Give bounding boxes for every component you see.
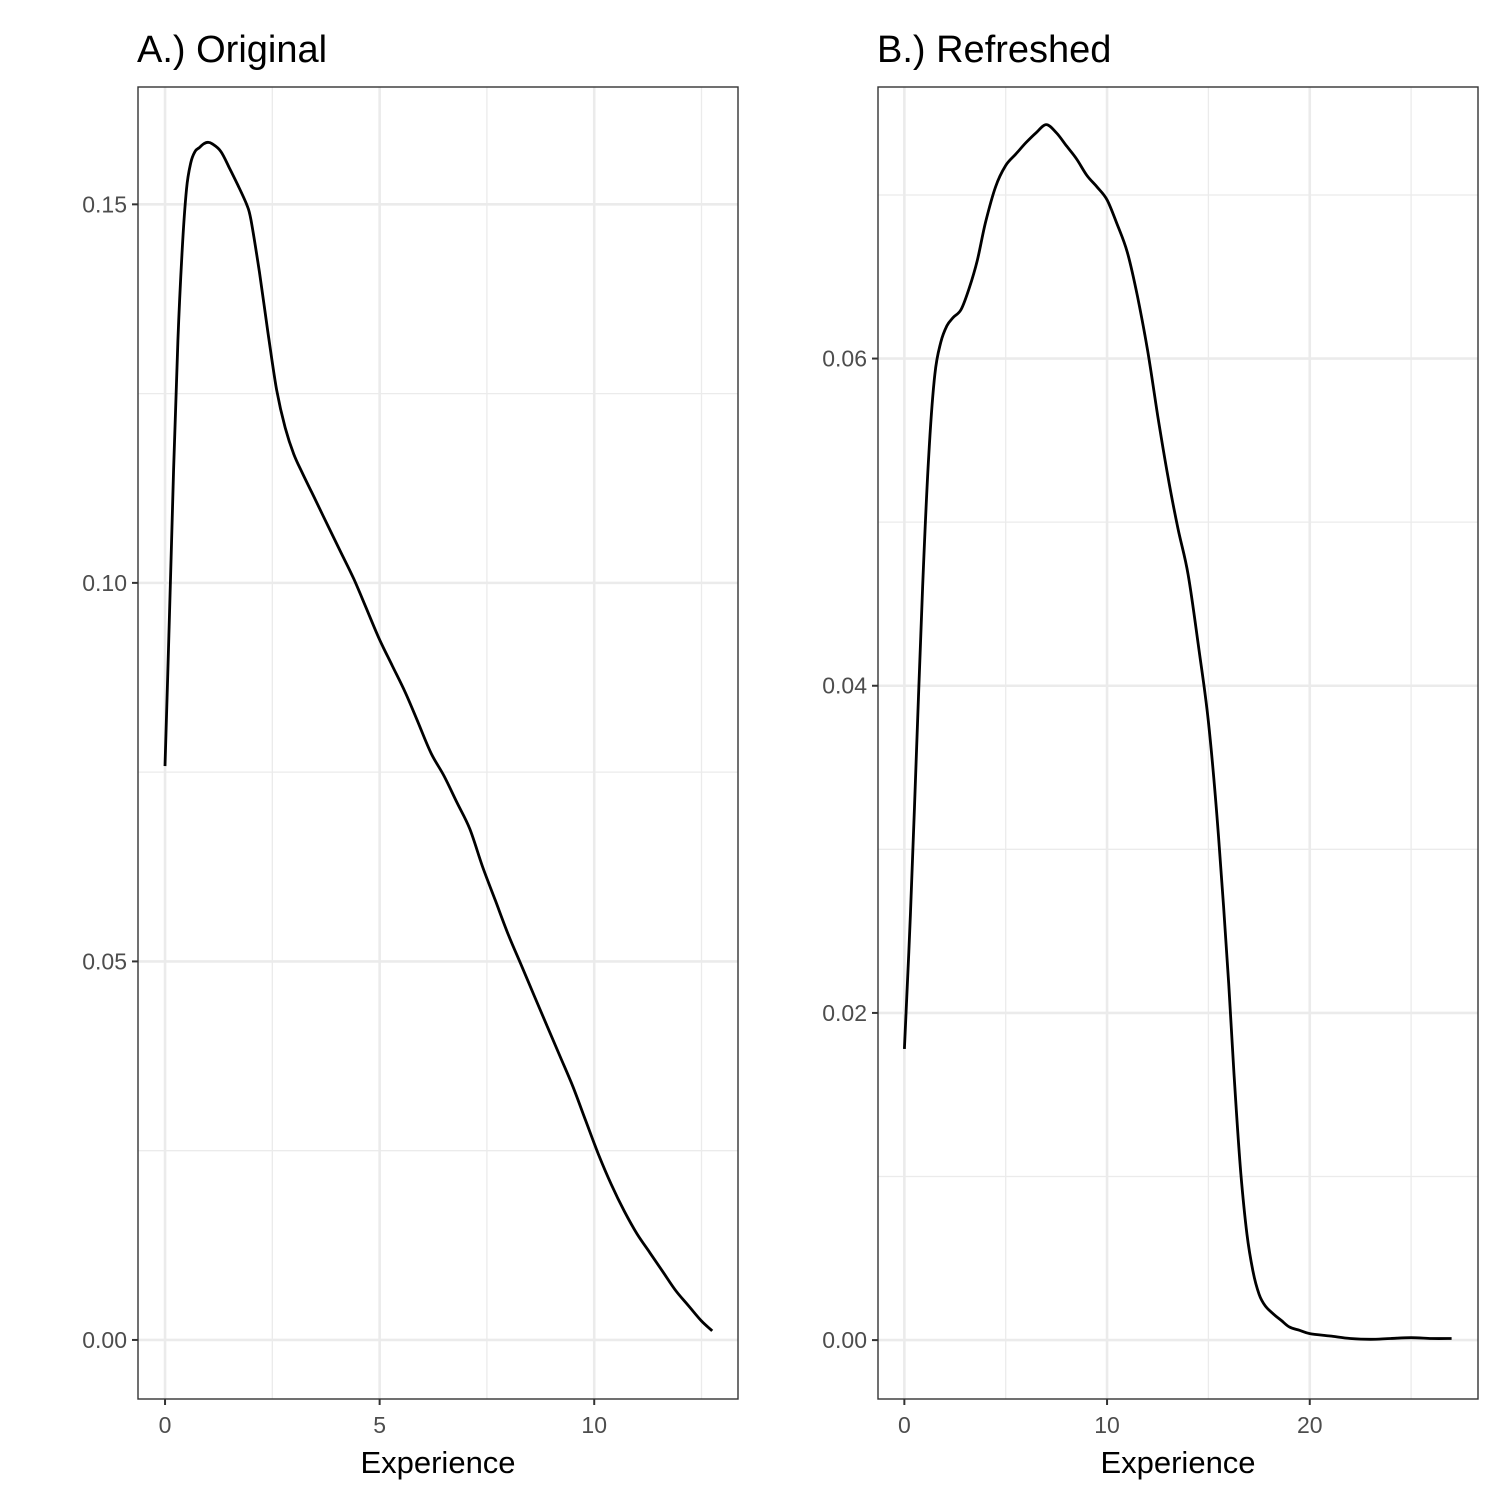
panel-refreshed-title: B.) Refreshed — [877, 29, 1111, 71]
refreshed-ytick-label-1: 0.02 — [822, 1000, 867, 1026]
refreshed-density-line-0 — [903, 123, 1452, 1341]
panel-original-title: A.) Original — [137, 29, 327, 71]
original-xtick-label-0: 0 — [159, 1412, 172, 1438]
original-ytick-label-1: 0.05 — [82, 948, 127, 974]
original-ytick-label-3: 0.15 — [82, 191, 127, 217]
original-xtick-label-2: 10 — [581, 1412, 607, 1438]
panel-original-ticks: 0.00 0.05 0.10 0.15 0 5 10 — [82, 191, 607, 1438]
original-density-line-0 — [163, 140, 714, 1332]
refreshed-ytick-label-0: 0.00 — [822, 1327, 867, 1353]
panel-refreshed-grid — [878, 87, 1478, 1399]
panel-refreshed-ticks: 0.00 0.02 0.04 0.06 0 10 20 — [822, 346, 1322, 1438]
panel-original-grid — [138, 87, 738, 1399]
panel-original-xlabel: Experience — [360, 1445, 515, 1480]
panel-original: A.) Original 0.00 0.05 0.10 0.15 0 5 10 Experi… — [82, 29, 739, 1480]
refreshed-xtick-label-0: 0 — [898, 1412, 911, 1438]
refreshed-xtick-label-2: 20 — [1297, 1412, 1323, 1438]
panel-refreshed-border — [877, 86, 1479, 1400]
refreshed-xtick-label-1: 10 — [1094, 1412, 1120, 1438]
panel-refreshed: B.) Refreshed 0.00 0.02 0.04 0.06 0 10 20 Expe… — [822, 29, 1479, 1480]
original-ytick-label-2: 0.10 — [82, 570, 127, 596]
panel-refreshed-xlabel: Experience — [1100, 1445, 1255, 1480]
original-xtick-label-1: 5 — [373, 1412, 386, 1438]
panel-refreshed-curve — [903, 123, 1452, 1341]
original-ytick-label-0: 0.00 — [82, 1327, 127, 1353]
panel-original-border — [137, 86, 739, 1400]
refreshed-ytick-label-2: 0.04 — [822, 673, 867, 699]
panel-original-curve — [163, 140, 714, 1332]
refreshed-ytick-label-3: 0.06 — [822, 346, 867, 372]
